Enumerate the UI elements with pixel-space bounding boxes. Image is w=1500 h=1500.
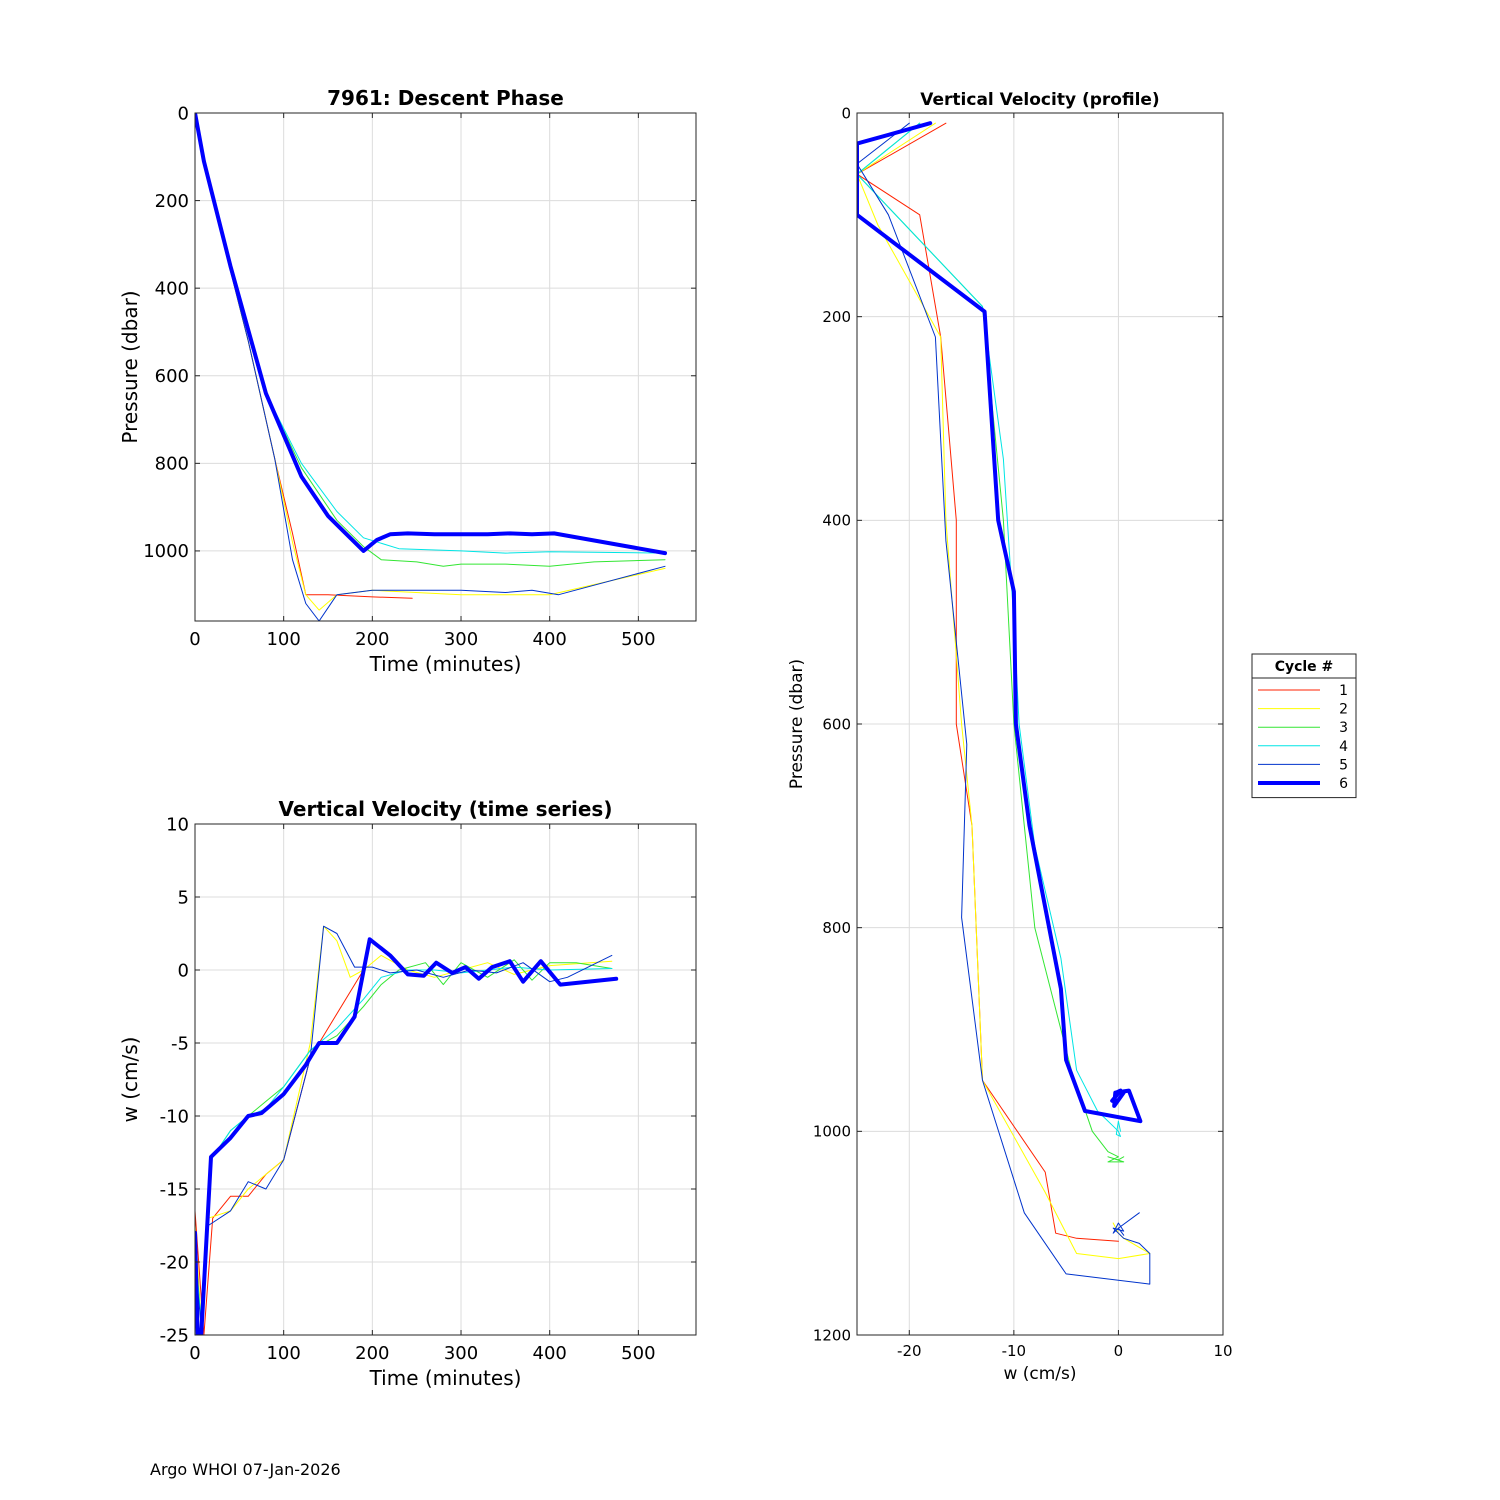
y-tick-label: 1000 (143, 541, 189, 562)
x-axis-label: Time (minutes) (369, 1366, 522, 1390)
x-axis-label: w (cm/s) (1003, 1364, 1076, 1384)
y-tick-label: 600 (822, 715, 851, 733)
series-group (857, 121, 1151, 1285)
y-tick-label: 1000 (813, 1123, 851, 1141)
axes-box (194, 112, 697, 622)
legend-label-1: 1 (1339, 683, 1348, 699)
legend: Cycle # 1 2 3 4 5 6 (1251, 653, 1357, 799)
footer-text: Argo WHOI 07-Jan-2026 (150, 1460, 341, 1479)
y-tick-label: 200 (822, 308, 851, 326)
x-tick-label: 10 (1213, 1342, 1232, 1360)
x-tick-label: 0 (1114, 1342, 1124, 1360)
x-axis-label: Time (minutes) (369, 652, 522, 676)
series-line-cycle-1 (857, 122, 1119, 1242)
legend-label-6: 6 (1339, 776, 1348, 792)
x-tick-label: 400 (533, 629, 567, 650)
y-tick-label: -15 (160, 1179, 189, 1200)
chart-title: Vertical Velocity (profile) (920, 90, 1159, 110)
chart-title: 7961: Descent Phase (327, 86, 564, 110)
y-tick-label: 200 (155, 191, 189, 212)
y-tick-label: -5 (171, 1033, 189, 1054)
y-tick-label: 0 (841, 104, 851, 122)
y-tick-label: -20 (160, 1252, 189, 1273)
legend-label-3: 3 (1339, 720, 1348, 736)
series-line-cycle-6 (195, 937, 619, 1335)
series-line-cycle-2 (195, 925, 613, 1335)
series-line-cycle-6 (857, 121, 1143, 1124)
y-tick-label: 0 (178, 103, 189, 124)
legend-title: Cycle # (1275, 659, 1334, 675)
x-tick-label: 100 (266, 1343, 300, 1364)
legend-label-5: 5 (1339, 757, 1348, 773)
y-tick-label: -10 (160, 1106, 189, 1127)
y-tick-label: -25 (160, 1325, 189, 1346)
series-line-cycle-6 (195, 113, 667, 556)
y-tick-label: 800 (822, 919, 851, 937)
chart-title: Vertical Velocity (time series) (279, 797, 613, 821)
legend-label-2: 2 (1339, 702, 1348, 718)
y-axis-label: w (cm/s) (118, 1037, 142, 1123)
plot-area (195, 113, 696, 621)
axes-box (194, 823, 697, 1336)
x-tick-label: 300 (444, 629, 478, 650)
legend-label-4: 4 (1339, 739, 1348, 755)
series-group (195, 113, 667, 621)
x-tick-label: -10 (1002, 1342, 1027, 1360)
chart-1: 0 100 200 300 400 500 10 5 0 -5 -10 -15 -20 -25 Vertic… (118, 797, 697, 1390)
y-tick-label: 5 (178, 887, 189, 908)
x-tick-label: 200 (355, 1343, 389, 1364)
series-line-cycle-4 (857, 122, 1121, 1137)
y-axis-label: Pressure (dbar) (118, 290, 142, 443)
y-tick-label: 400 (155, 278, 189, 299)
x-tick-label: 0 (189, 1343, 200, 1364)
x-tick-label: 500 (621, 629, 655, 650)
y-tick-label: 400 (822, 512, 851, 530)
x-tick-label: 300 (444, 1343, 478, 1364)
y-tick-label: 800 (155, 454, 189, 475)
y-tick-label: 10 (166, 814, 189, 835)
series-group (195, 925, 619, 1335)
x-tick-label: 0 (189, 629, 200, 650)
chart-0: 0 100 200 300 400 500 0 200 400 600 800 1000 7961: D… (118, 86, 697, 676)
x-tick-label: 400 (533, 1343, 567, 1364)
x-tick-label: 200 (355, 629, 389, 650)
y-tick-label: 0 (178, 960, 189, 981)
x-tick-label: 100 (266, 629, 300, 650)
series-line-cycle-5 (857, 122, 1151, 1285)
x-tick-label: -20 (897, 1342, 922, 1360)
y-tick-label: 1200 (813, 1326, 851, 1344)
y-tick-label: 600 (155, 366, 189, 387)
x-tick-label: 500 (621, 1343, 655, 1364)
y-axis-label: Pressure (dbar) (787, 659, 807, 789)
plot-area (195, 824, 696, 1335)
